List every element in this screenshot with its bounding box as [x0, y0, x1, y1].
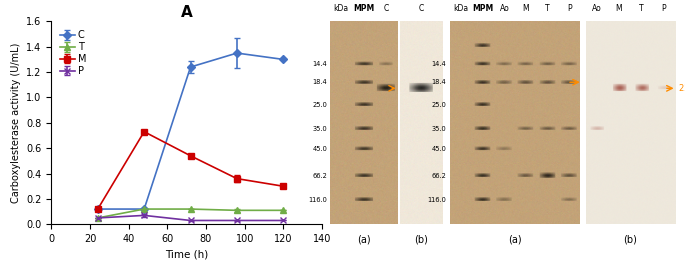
Text: (b): (b) [414, 234, 428, 244]
Text: T: T [639, 4, 644, 13]
Text: M: M [523, 4, 530, 13]
Text: 45.0: 45.0 [432, 146, 447, 152]
Text: 25.0: 25.0 [312, 101, 327, 108]
Text: Ao: Ao [499, 4, 509, 13]
Text: 45.0: 45.0 [312, 146, 327, 152]
Title: A: A [181, 5, 192, 20]
Text: 14.4: 14.4 [312, 61, 327, 67]
Text: 35.0: 35.0 [312, 126, 327, 132]
Text: 25.0: 25.0 [432, 101, 447, 108]
Text: M: M [616, 4, 622, 13]
Text: 66.2: 66.2 [432, 172, 447, 179]
X-axis label: Time (h): Time (h) [165, 250, 208, 260]
Text: Ao: Ao [592, 4, 601, 13]
Text: 116.0: 116.0 [427, 197, 447, 203]
Text: (a): (a) [357, 234, 371, 244]
Text: 18.4: 18.4 [432, 79, 447, 85]
Text: 22 kDa: 22 kDa [680, 84, 685, 93]
Text: C: C [384, 4, 389, 13]
Text: MPM: MPM [353, 4, 375, 13]
Text: 66.2: 66.2 [312, 172, 327, 179]
Text: kDa: kDa [334, 4, 349, 13]
Text: P: P [567, 4, 571, 13]
Text: MPM: MPM [472, 4, 493, 13]
Text: (b): (b) [623, 234, 637, 244]
Text: T: T [545, 4, 550, 13]
Y-axis label: Carboxylesterase activity (U/mL): Carboxylesterase activity (U/mL) [11, 43, 21, 203]
Legend: C, T, M, P: C, T, M, P [56, 26, 90, 80]
Text: 14.4: 14.4 [432, 61, 447, 67]
Text: C: C [419, 4, 424, 13]
Text: P: P [661, 4, 666, 13]
Text: kDa: kDa [453, 4, 469, 13]
Text: 116.0: 116.0 [308, 197, 327, 203]
Text: (a): (a) [508, 234, 522, 244]
Text: 18.4: 18.4 [312, 79, 327, 85]
Text: 35.0: 35.0 [432, 126, 447, 132]
